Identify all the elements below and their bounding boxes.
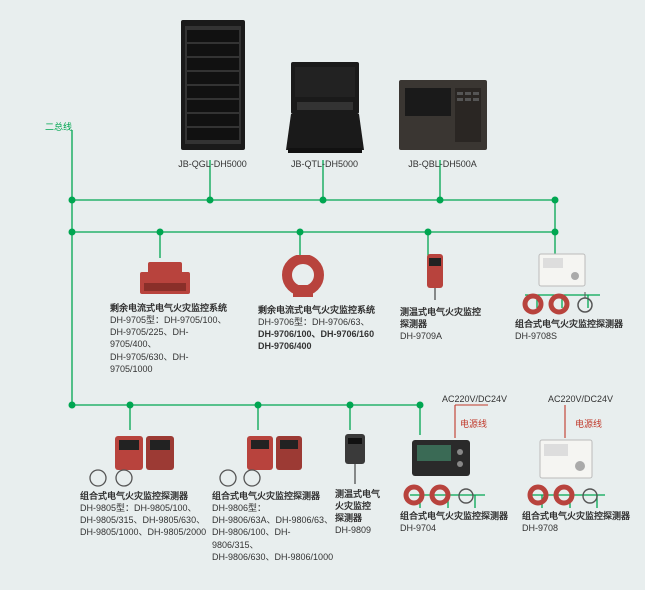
bus-note: 二总线 (45, 120, 72, 133)
panel-3-label: JB-QBL-DH500A (395, 158, 490, 170)
power-line-1: 电源线 (460, 418, 487, 430)
row1-a: 剩余电流式电气火灾监控系统DH-9705型：DH-9705/100、DH-970… (110, 258, 230, 375)
panel-1: JB-QGL-DH5000 (170, 20, 255, 170)
panel-2-label: JB-QTL-DH5000 (282, 158, 367, 170)
row1-b: 剩余电流式电气火灾监控系统DH-9706型：DH-9706/63、DH-9706… (258, 255, 383, 353)
row2-e: 组合式电气火灾监控探测器DH-9708 (522, 436, 637, 534)
power-line-2: 电源线 (575, 418, 602, 430)
row2-a: 组合式电气火灾监控探测器DH-9805型：DH-9805/100、DH-9805… (80, 430, 210, 539)
power-ac-1: AC220V/DC24V (442, 393, 507, 405)
row2-c: 测温式电气火灾监控探测器DH-9809 (335, 430, 395, 537)
panel-2: JB-QTL-DH5000 (282, 62, 367, 170)
row2-d: 组合式电气火灾监控探测器DH-9704 (400, 436, 515, 534)
row1-d: 组合式电气火灾监控探测器DH-9708S (515, 252, 630, 342)
power-ac-2: AC220V/DC24V (548, 393, 613, 405)
row1-c: 测温式电气火灾监控探测器DH-9709A (400, 250, 495, 342)
panel-1-label: JB-QGL-DH5000 (170, 158, 255, 170)
panel-3: JB-QBL-DH500A (395, 80, 490, 170)
row2-b: 组合式电气火灾监控探测器DH-9806型：DH-9806/63A、DH-9806… (212, 430, 337, 563)
